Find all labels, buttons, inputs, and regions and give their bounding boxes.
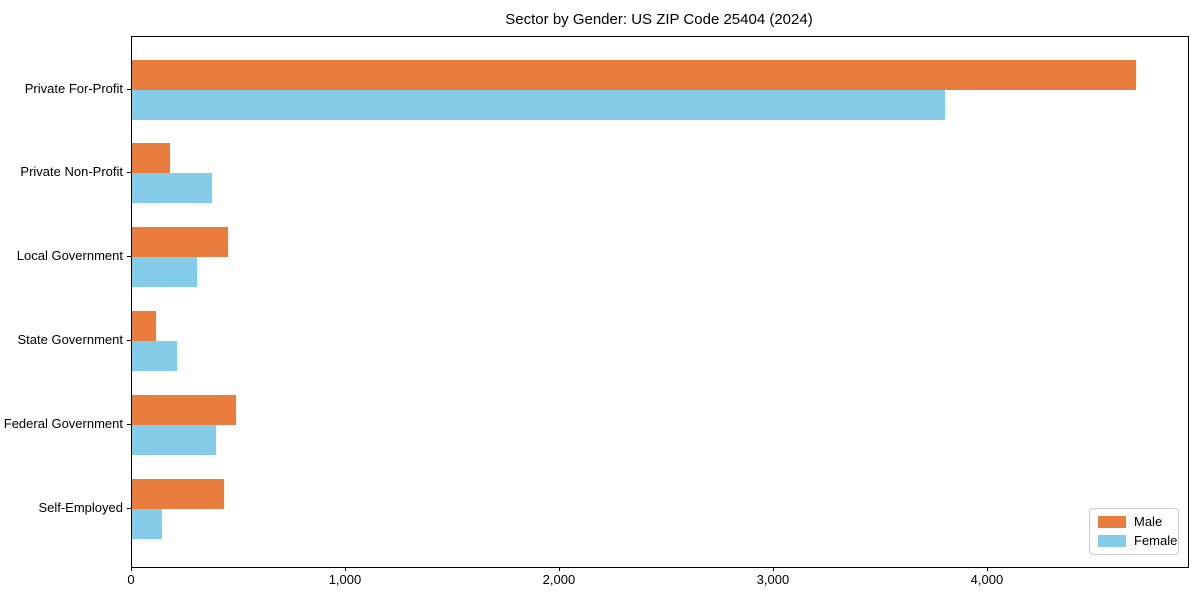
y-tick-mark — [127, 88, 131, 90]
bar-male-private-non-profit — [132, 143, 171, 174]
chart-title: Sector by Gender: US ZIP Code 25404 (202… — [505, 11, 813, 28]
bar-female-state-government — [132, 340, 177, 371]
legend-swatch-male — [1098, 516, 1126, 528]
category-label-local-government: Local Government — [16, 248, 123, 264]
x-tick-mark — [131, 567, 132, 571]
x-tick-mark — [344, 567, 346, 571]
y-tick-mark — [127, 423, 131, 425]
legend-label-female: Female — [1134, 533, 1178, 548]
bar-female-federal-government — [132, 424, 217, 455]
x-tick-mark — [986, 567, 988, 571]
legend-item-male: Male — [1098, 515, 1170, 529]
bar-male-private-for-profit — [132, 59, 1137, 90]
category-label-private-non-profit: Private Non-Profit — [20, 164, 123, 180]
bar-male-federal-government — [132, 394, 236, 425]
x-tick-mark — [772, 567, 774, 571]
legend-swatch-female — [1098, 535, 1126, 547]
y-tick-mark — [127, 256, 131, 258]
y-tick-mark — [127, 507, 131, 509]
legend-item-female: Female — [1098, 534, 1177, 548]
bar-female-local-government — [132, 257, 198, 288]
legend: Male Female — [1089, 508, 1179, 555]
plot-area — [131, 36, 1189, 568]
category-label-state-government: State Government — [17, 331, 124, 347]
bar-male-self-employed — [132, 478, 224, 509]
x-tick-label-2-000: 2,000 — [542, 572, 576, 587]
x-tick-label-0: 0 — [127, 572, 135, 587]
y-tick-mark — [127, 339, 131, 341]
category-label-self-employed: Self-Employed — [38, 499, 123, 515]
x-tick-label-3-000: 3,000 — [756, 572, 790, 587]
x-tick-label-1-000: 1,000 — [328, 572, 362, 587]
bar-female-private-for-profit — [132, 89, 946, 120]
bar-female-self-employed — [132, 508, 162, 539]
bar-male-state-government — [132, 310, 156, 341]
legend-label-male: Male — [1134, 514, 1163, 529]
x-tick-label-4-000: 4,000 — [970, 572, 1004, 587]
bar-female-private-non-profit — [132, 173, 212, 204]
category-label-private-for-profit: Private For-Profit — [24, 80, 123, 96]
y-tick-mark — [127, 172, 131, 174]
category-label-federal-government: Federal Government — [3, 415, 123, 431]
bar-male-local-government — [132, 227, 228, 258]
x-tick-mark — [558, 567, 560, 571]
